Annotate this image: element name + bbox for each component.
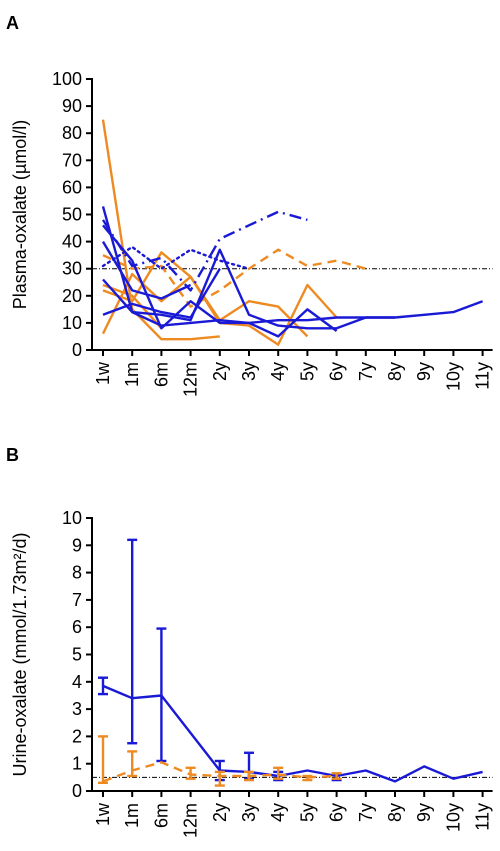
y-tick-label: 20 xyxy=(62,286,82,306)
x-tick-label: 3y xyxy=(239,803,259,822)
y-tick-label: 10 xyxy=(62,508,82,528)
x-tick-label: 8y xyxy=(385,362,405,381)
y-tick-label: 60 xyxy=(62,177,82,197)
y-tick-label: 0 xyxy=(72,340,82,360)
y-tick-label: 3 xyxy=(72,699,82,719)
x-tick-label: 1m xyxy=(122,362,142,387)
x-tick-label: 12m xyxy=(181,803,201,838)
x-tick-label: 7y xyxy=(356,803,376,822)
panel-letter-a: A xyxy=(6,13,19,33)
y-axis-title: Urine-oxalate (mmol/1.73m²/d) xyxy=(10,532,30,776)
series-line-orange-1 xyxy=(101,119,220,341)
x-tick-label: 10y xyxy=(443,803,463,832)
y-tick-label: 7 xyxy=(72,590,82,610)
series-line-blue-12 xyxy=(101,210,308,292)
y-tick-label: 70 xyxy=(62,150,82,170)
x-tick-label: 11y xyxy=(473,803,493,831)
x-tick-label: 12m xyxy=(181,362,201,397)
series-line-blue-10 xyxy=(101,240,192,300)
x-tick-label: 6y xyxy=(327,362,347,381)
y-tick-label: 80 xyxy=(62,123,82,143)
series-line-blue-9 xyxy=(102,268,221,319)
x-tick-label: 9y xyxy=(414,362,434,381)
y-tick-label: 0 xyxy=(72,781,82,801)
y-tick-label: 40 xyxy=(62,232,82,252)
x-tick-label: 9y xyxy=(414,803,434,822)
y-tick-label: 1 xyxy=(72,754,82,774)
y-tick-label: 4 xyxy=(72,672,82,692)
series-line-blue-1 xyxy=(102,684,483,783)
x-tick-label: 6y xyxy=(327,803,347,822)
y-tick-label: 100 xyxy=(52,69,82,89)
x-tick-label: 2y xyxy=(210,362,230,381)
x-tick-label: 4y xyxy=(268,362,288,381)
x-tick-label: 1w xyxy=(93,361,113,385)
x-tick-label: 10y xyxy=(443,362,463,391)
series-line-blue-7 xyxy=(102,224,484,330)
panel-letter-b: B xyxy=(6,445,19,465)
series-line-blue-8 xyxy=(102,248,395,330)
y-tick-label: 90 xyxy=(62,96,82,116)
x-tick-label: 7y xyxy=(356,362,376,381)
x-tick-label: 8y xyxy=(385,803,405,822)
x-tick-label: 6m xyxy=(151,803,171,828)
series-line-orange-5 xyxy=(102,248,367,308)
y-tick-label: 50 xyxy=(62,205,82,225)
series-line-blue-11 xyxy=(101,245,251,270)
x-tick-label: 5y xyxy=(297,803,317,822)
panel-b-chart: 0 1 2 3 4 5 6 7 8 9 10 1w 1m 6m 12m 2y 3y 4y 5y 6y 7y 8y 9y 10y… xyxy=(10,508,493,838)
y-tick-label: 10 xyxy=(62,313,82,333)
y-tick-label: 8 xyxy=(72,563,82,583)
x-tick-label: 3y xyxy=(239,362,259,381)
x-tick-label: 4y xyxy=(268,803,288,822)
x-tick-label: 5y xyxy=(297,362,317,381)
series-line-blue-6 xyxy=(101,206,338,338)
x-tick-label: 6m xyxy=(151,362,171,387)
panel-a-chart: 0 10 20 30 40 50 60 70 80 90 100 1w 1m 6m 12m 2y 3y 4y 5y 6… xyxy=(10,69,493,397)
y-tick-label: 2 xyxy=(72,726,82,746)
y-axis-title: Plasma-oxalate (µmol/l) xyxy=(10,120,30,309)
y-tick-label: 30 xyxy=(62,259,82,279)
x-tick-label: 2y xyxy=(210,803,230,822)
y-tick-label: 6 xyxy=(72,617,82,637)
y-tick-label: 9 xyxy=(72,535,82,555)
x-tick-label: 1w xyxy=(93,802,113,826)
x-tick-label: 11y xyxy=(473,362,493,390)
y-tick-label: 5 xyxy=(72,645,82,665)
x-tick-label: 1m xyxy=(122,803,142,828)
series-line-orange-3 xyxy=(101,272,338,346)
